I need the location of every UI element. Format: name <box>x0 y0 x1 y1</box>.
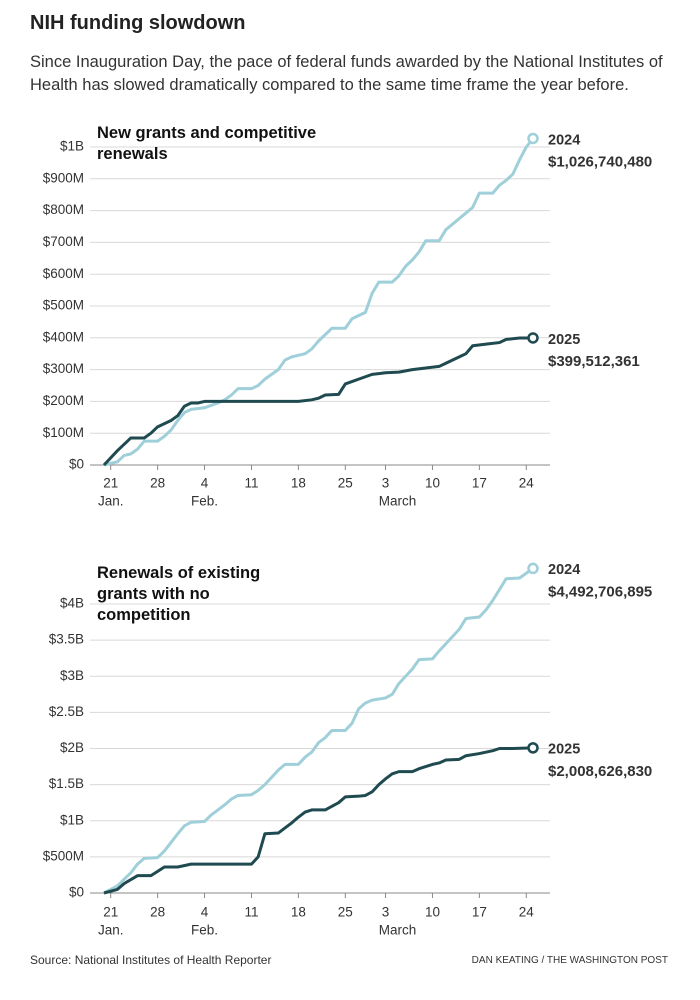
y-tick-label: $1.5B <box>49 776 84 791</box>
x-month-label: Feb. <box>191 494 218 509</box>
x-tick-label: 25 <box>338 476 353 491</box>
x-tick-label: 21 <box>103 905 118 920</box>
x-month-label: Jan. <box>98 923 124 938</box>
x-tick-label: 10 <box>425 905 440 920</box>
end-marker <box>527 132 539 145</box>
y-tick-label: $900M <box>43 170 84 185</box>
title: NIH funding slowdown <box>30 12 246 34</box>
x-tick-label: 4 <box>201 905 209 920</box>
legend-label: 2024 <box>548 132 580 148</box>
y-tick-label: $100M <box>43 425 84 440</box>
y-tick-label: $300M <box>43 361 84 376</box>
y-tick-label: $0 <box>69 457 84 472</box>
credit: DAN KEATING / THE WASHINGTON POST <box>471 955 668 966</box>
x-month-label: Feb. <box>191 923 218 938</box>
end-value-label: $2,008,626,830 <box>548 763 652 780</box>
y-tick-label: $4B <box>60 596 84 611</box>
x-tick-label: 3 <box>382 905 390 920</box>
x-tick-label: 10 <box>425 476 440 491</box>
y-tick-label: $3.5B <box>49 632 84 647</box>
y-tick-label: $1B <box>60 139 84 154</box>
x-tick-label: 11 <box>244 905 258 920</box>
x-tick-label: 28 <box>150 476 165 491</box>
x-tick-label: 18 <box>291 476 306 491</box>
x-tick-label: 3 <box>382 476 390 491</box>
y-tick-label: $0 <box>69 885 84 900</box>
end-value-label: $4,492,706,895 <box>548 583 652 600</box>
y-tick-label: $700M <box>43 234 84 249</box>
chart-title: Renewals of existing grants with no comp… <box>97 564 261 624</box>
x-tick-label: 24 <box>519 905 535 920</box>
end-value-label: $1,026,740,480 <box>548 153 652 170</box>
line <box>102 336 534 467</box>
y-tick-label: $2B <box>60 740 84 755</box>
source: Source: National Institutes of Health Re… <box>30 953 272 967</box>
line <box>103 567 534 895</box>
line <box>103 746 534 895</box>
x-tick-label: 11 <box>244 476 258 491</box>
end-marker <box>527 332 539 344</box>
x-month-label: March <box>379 923 417 938</box>
x-month-label: Jan. <box>98 494 124 509</box>
x-tick-label: 18 <box>291 905 306 920</box>
legend-label: 2025 <box>548 742 580 758</box>
x-tick-label: 17 <box>472 476 487 491</box>
x-month-label: March <box>379 494 417 509</box>
y-tick-label: $2.5B <box>49 704 84 719</box>
legend-label: 2024 <box>548 562 580 578</box>
x-tick-label: 4 <box>201 476 209 491</box>
end-value-label: $399,512,361 <box>548 353 640 370</box>
legend-label: 2025 <box>548 332 580 348</box>
y-tick-label: $800M <box>43 202 84 217</box>
y-tick-label: $500M <box>43 298 84 313</box>
subtitle: Since Inauguration Day, the pace of fede… <box>30 53 663 94</box>
y-tick-label: $500M <box>43 848 84 863</box>
x-tick-label: 21 <box>103 476 118 491</box>
end-marker <box>527 562 539 575</box>
x-tick-label: 25 <box>338 905 353 920</box>
y-tick-label: $3B <box>60 668 84 683</box>
line <box>103 137 535 467</box>
end-marker <box>527 742 539 754</box>
x-tick-label: 17 <box>472 905 487 920</box>
x-tick-label: 28 <box>150 905 165 920</box>
y-tick-label: $600M <box>43 266 84 281</box>
chart-title: New grants and competitive renewals <box>97 124 317 163</box>
y-tick-label: $1B <box>60 812 84 827</box>
y-tick-label: $200M <box>43 393 84 408</box>
y-tick-label: $400M <box>43 329 84 344</box>
x-tick-label: 24 <box>519 476 535 491</box>
